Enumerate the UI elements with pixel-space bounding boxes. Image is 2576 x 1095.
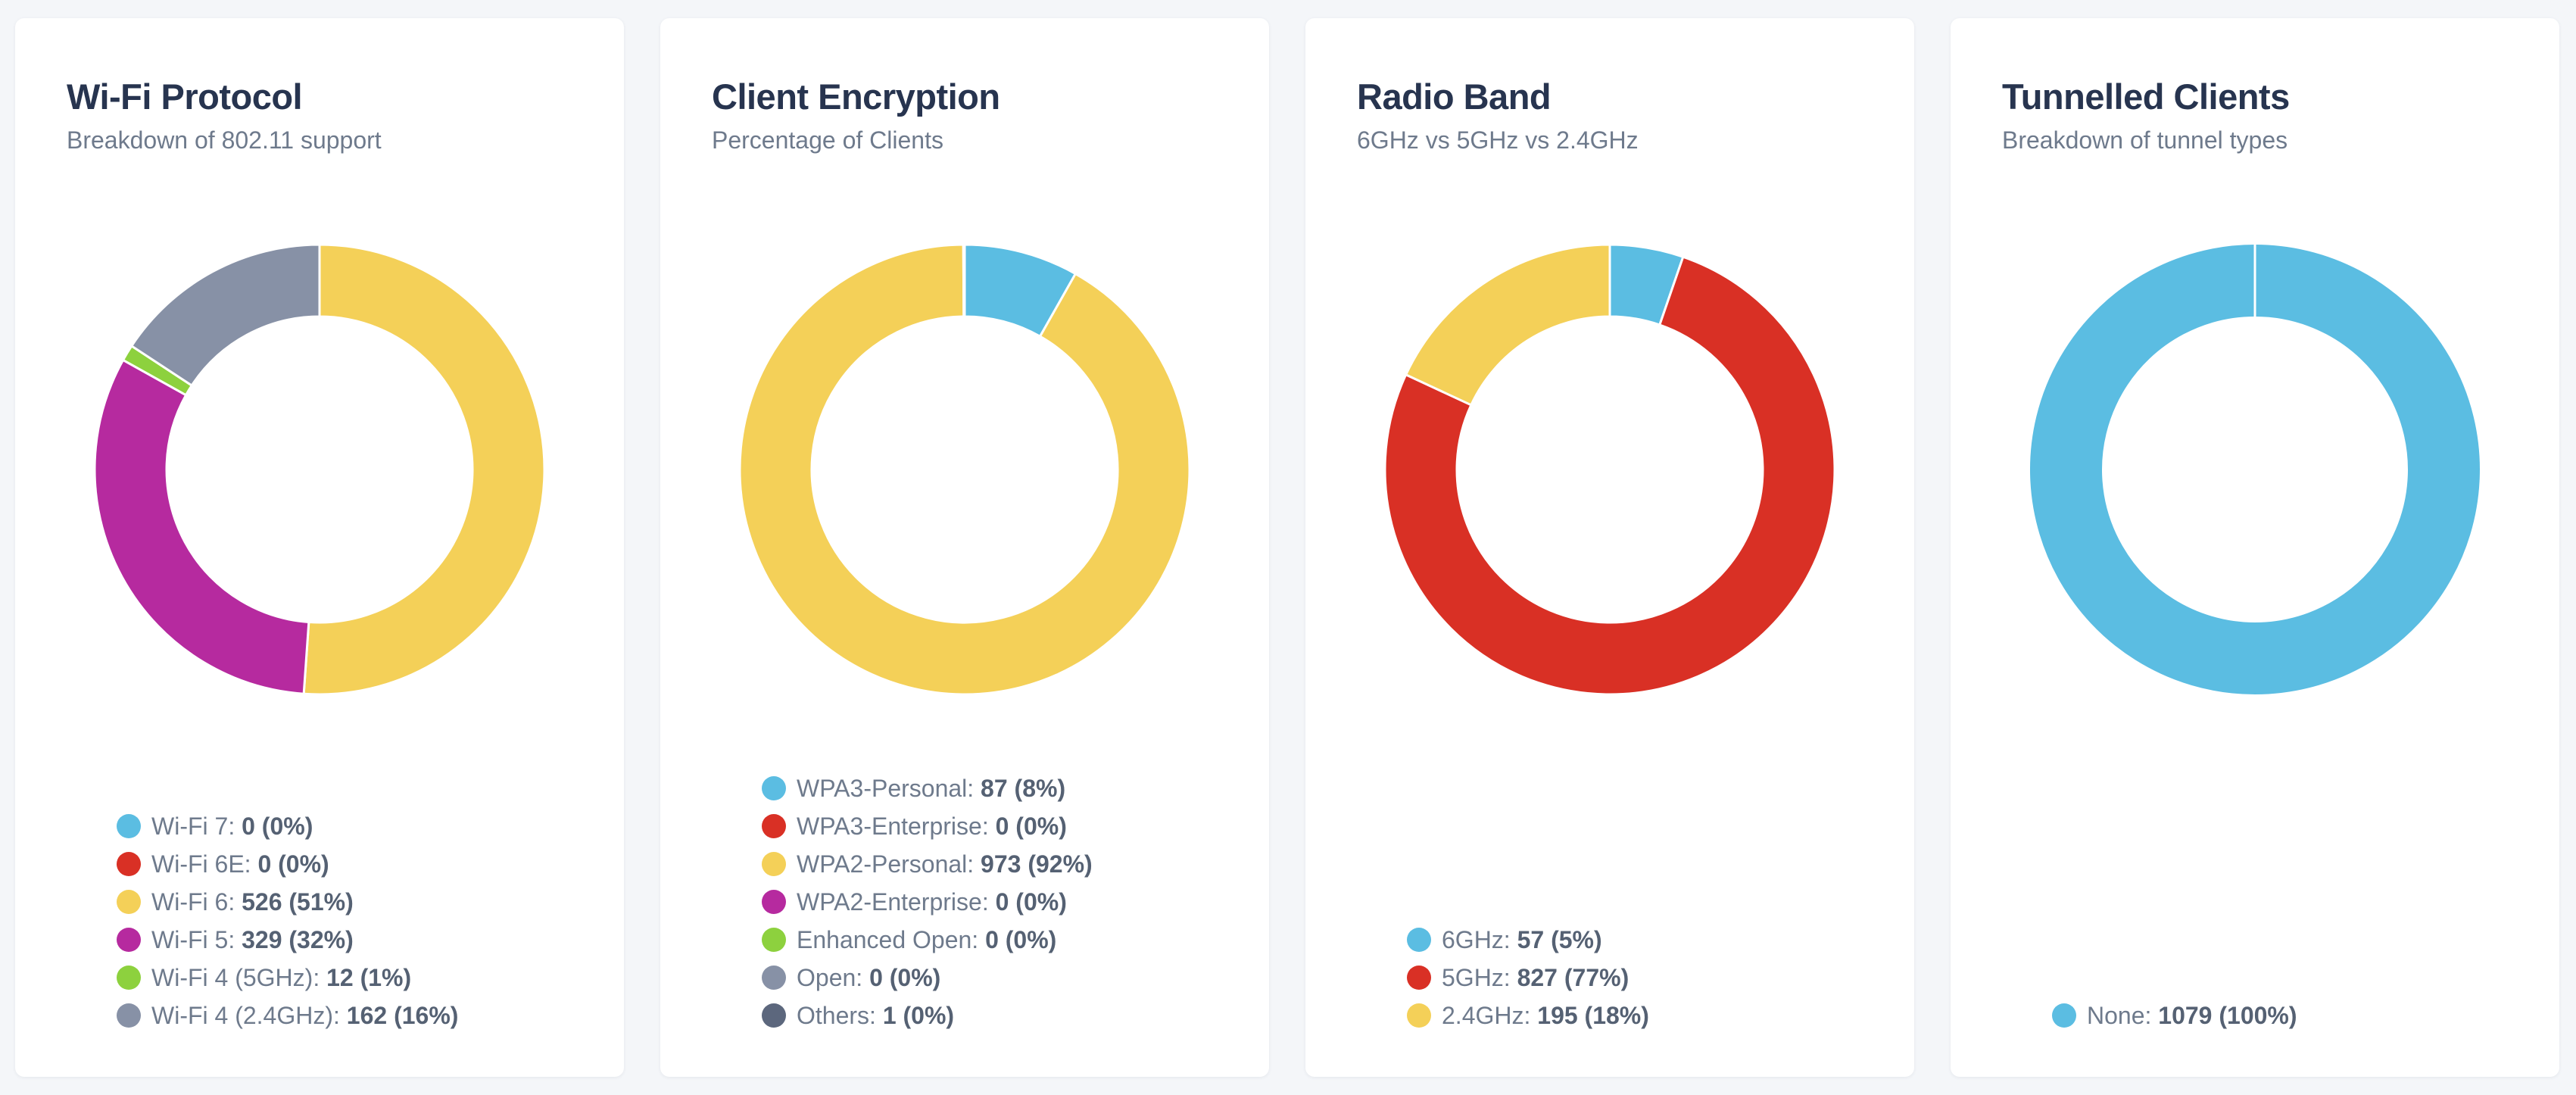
- legend-item-wi-fi-6[interactable]: Wi-Fi 6: 526 (51%): [117, 883, 458, 921]
- legend-label: Wi-Fi 7:: [151, 812, 242, 840]
- legend-swatch: [762, 776, 786, 800]
- donut-chart: [738, 243, 1191, 696]
- legend-item-wpa3-enterprise[interactable]: WPA3-Enterprise: 0 (0%): [762, 807, 1093, 845]
- card-subtitle: Breakdown of tunnel types: [2002, 126, 2288, 154]
- legend-label: Wi-Fi 4 (2.4GHz):: [151, 1001, 347, 1029]
- legend-item-wi-fi-4-2-4ghz[interactable]: Wi-Fi 4 (2.4GHz): 162 (16%): [117, 997, 458, 1034]
- legend-label: Enhanced Open:: [797, 925, 986, 953]
- legend-value: 0 (0%): [985, 925, 1057, 953]
- legend-swatch: [2052, 1003, 2076, 1028]
- legend-value: 329 (32%): [242, 925, 354, 953]
- legend-label: None:: [2087, 1001, 2159, 1029]
- legend-item-wpa2-enterprise[interactable]: WPA2-Enterprise: 0 (0%): [762, 883, 1093, 921]
- donut-slice-wi-fi-6[interactable]: [302, 243, 546, 696]
- legend-label: 2.4GHz:: [1442, 1001, 1538, 1029]
- legend-label: Wi-Fi 6E:: [151, 850, 258, 878]
- client-encryption-card: Client Encryption Percentage of Clients …: [660, 18, 1269, 1077]
- legend-item-5ghz[interactable]: 5GHz: 827 (77%): [1407, 959, 1649, 997]
- legend-swatch: [762, 928, 786, 952]
- card-title: Wi-Fi Protocol: [67, 76, 303, 117]
- legend-swatch: [1407, 966, 1431, 990]
- card-title: Tunnelled Clients: [2002, 76, 2290, 117]
- legend-swatch: [117, 928, 141, 952]
- legend-label: WPA3-Personal:: [797, 774, 981, 802]
- legend-swatch: [117, 814, 141, 838]
- legend-label: WPA2-Enterprise:: [797, 888, 996, 916]
- legend-swatch: [762, 890, 786, 914]
- chart-legend: None: 1079 (100%): [2052, 997, 2297, 1034]
- legend-value: 1079 (100%): [2158, 1001, 2297, 1029]
- legend-item-wi-fi-5[interactable]: Wi-Fi 5: 329 (32%): [117, 921, 458, 959]
- card-title: Radio Band: [1357, 76, 1552, 117]
- legend-item-others[interactable]: Others: 1 (0%): [762, 997, 1093, 1034]
- legend-value: 195 (18%): [1537, 1001, 1649, 1029]
- legend-swatch: [762, 814, 786, 838]
- legend-swatch: [762, 966, 786, 990]
- legend-swatch: [117, 852, 141, 876]
- legend-swatch: [762, 852, 786, 876]
- legend-value: 0 (0%): [995, 888, 1067, 916]
- donut-slice-wi-fi-4-2-4ghz[interactable]: [130, 243, 321, 387]
- legend-label: Wi-Fi 5:: [151, 925, 242, 953]
- donut-slice-wi-fi-5[interactable]: [93, 358, 310, 695]
- legend-item-wi-fi-7[interactable]: Wi-Fi 7: 0 (0%): [117, 807, 458, 845]
- legend-label: Open:: [797, 963, 870, 991]
- donut-slice-none[interactable]: [2030, 245, 2480, 694]
- legend-value: 526 (51%): [242, 888, 354, 916]
- legend-item-open[interactable]: Open: 0 (0%): [762, 959, 1093, 997]
- legend-item-wi-fi-4-5ghz[interactable]: Wi-Fi 4 (5GHz): 12 (1%): [117, 959, 458, 997]
- legend-item-2-4ghz[interactable]: 2.4GHz: 195 (18%): [1407, 997, 1649, 1034]
- card-subtitle: 6GHz vs 5GHz vs 2.4GHz: [1357, 126, 1639, 154]
- donut-chart: [1383, 243, 1836, 696]
- legend-swatch: [117, 1003, 141, 1028]
- donut-slice-others[interactable]: [962, 243, 966, 318]
- legend-value: 162 (16%): [346, 1001, 459, 1029]
- legend-label: 6GHz:: [1442, 925, 1517, 953]
- legend-value: 0 (0%): [242, 812, 313, 840]
- donut-slice-2-4ghz[interactable]: [1405, 243, 1611, 407]
- legend-item-wpa2-personal[interactable]: WPA2-Personal: 973 (92%): [762, 845, 1093, 883]
- legend-swatch: [1407, 928, 1431, 952]
- donut-slice-5ghz[interactable]: [1383, 255, 1836, 696]
- legend-value: 0 (0%): [257, 850, 329, 878]
- legend-value: 57 (5%): [1517, 925, 1602, 953]
- legend-value: 973 (92%): [981, 850, 1093, 878]
- legend-label: Wi-Fi 6:: [151, 888, 242, 916]
- chart-legend: Wi-Fi 7: 0 (0%) Wi-Fi 6E: 0 (0%) Wi-Fi 6: …: [117, 807, 458, 1034]
- legend-value: 12 (1%): [326, 963, 412, 991]
- legend-value: 827 (77%): [1517, 963, 1629, 991]
- wifi-protocol-card: Wi-Fi Protocol Breakdown of 802.11 suppo…: [15, 18, 624, 1077]
- legend-label: WPA2-Personal:: [797, 850, 981, 878]
- tunnelled-clients-card: Tunnelled Clients Breakdown of tunnel ty…: [1951, 18, 2559, 1077]
- legend-value: 1 (0%): [882, 1001, 955, 1029]
- legend-value: 0 (0%): [869, 963, 941, 991]
- legend-swatch: [762, 1003, 786, 1028]
- legend-item-6ghz[interactable]: 6GHz: 57 (5%): [1407, 921, 1649, 959]
- legend-swatch: [1407, 1003, 1431, 1028]
- card-subtitle: Breakdown of 802.11 support: [67, 126, 382, 154]
- card-title: Client Encryption: [712, 76, 1000, 117]
- legend-swatch: [117, 890, 141, 914]
- radio-band-card: Radio Band 6GHz vs 5GHz vs 2.4GHz 6GHz: …: [1305, 18, 1914, 1077]
- donut-slice-wpa2-personal[interactable]: [738, 243, 1191, 696]
- legend-value: 87 (8%): [981, 774, 1066, 802]
- donut-chart: [2030, 245, 2480, 694]
- legend-item-enhanced-open[interactable]: Enhanced Open: 0 (0%): [762, 921, 1093, 959]
- legend-swatch: [117, 966, 141, 990]
- legend-label: Others:: [797, 1001, 883, 1029]
- legend-label: 5GHz:: [1442, 963, 1517, 991]
- legend-item-wpa3-personal[interactable]: WPA3-Personal: 87 (8%): [762, 769, 1093, 807]
- legend-label: Wi-Fi 4 (5GHz):: [151, 963, 327, 991]
- donut-chart: [93, 243, 546, 696]
- legend-item-none[interactable]: None: 1079 (100%): [2052, 997, 2297, 1034]
- chart-legend: 6GHz: 57 (5%) 5GHz: 827 (77%) 2.4GHz: 195 …: [1407, 921, 1649, 1034]
- card-subtitle: Percentage of Clients: [712, 126, 943, 154]
- chart-legend: WPA3-Personal: 87 (8%) WPA3-Enterprise: 0…: [762, 769, 1093, 1034]
- legend-value: 0 (0%): [995, 812, 1067, 840]
- legend-label: WPA3-Enterprise:: [797, 812, 996, 840]
- legend-item-wi-fi-6e[interactable]: Wi-Fi 6E: 0 (0%): [117, 845, 458, 883]
